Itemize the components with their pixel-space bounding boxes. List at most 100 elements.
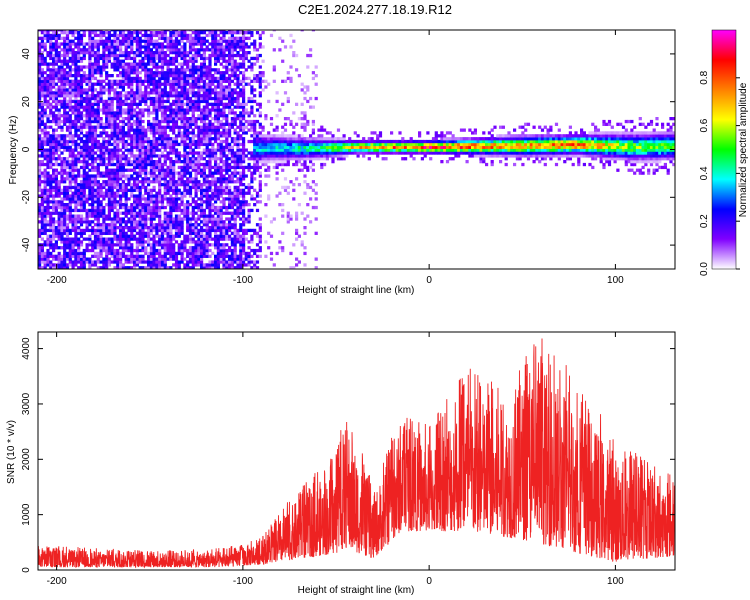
heatmap-cell (222, 76, 226, 81)
heatmap-cell (63, 217, 67, 221)
heatmap-cell (93, 131, 98, 135)
heatmap-cell (147, 71, 151, 75)
heatmap-cell (43, 31, 47, 35)
heatmap-cell (77, 91, 81, 95)
heatmap-cell (144, 65, 148, 69)
heatmap-cell (113, 36, 117, 40)
heatmap-cell (52, 42, 56, 46)
heatmap-cell (138, 79, 142, 83)
heatmap-cell (54, 162, 58, 167)
heatmap-cell (214, 151, 218, 155)
heatmap-cell (183, 185, 187, 190)
heatmap-cell (152, 197, 156, 201)
heatmap-cell (79, 223, 84, 227)
heatmap-cell (188, 251, 193, 256)
heatmap-cell (93, 260, 98, 264)
heatmap-cell (177, 85, 181, 89)
heatmap-cell (242, 53, 246, 58)
heatmap-cell (99, 237, 103, 241)
heatmap-cell (46, 142, 50, 147)
heatmap-cell (163, 205, 167, 210)
heatmap-cell (144, 102, 148, 106)
heatmap-cell (147, 137, 151, 141)
heatmap-cell (152, 134, 156, 138)
heatmap-cell (54, 102, 58, 106)
heatmap-cell (52, 36, 56, 40)
heatmap-cell (52, 194, 56, 198)
heatmap-cell (46, 117, 50, 121)
heatmap-cell (68, 148, 72, 152)
heatmap-cell (208, 68, 212, 72)
heatmap-cell (141, 82, 145, 86)
heatmap-cell (194, 180, 198, 184)
heatmap-cell (85, 96, 89, 101)
heatmap-cell (116, 185, 120, 190)
heatmap-cell (79, 114, 84, 118)
heatmap-cell (46, 180, 50, 184)
heatmap-cell (79, 151, 84, 155)
heatmap-cell (228, 31, 232, 35)
heatmap-cell (183, 51, 187, 55)
heatmap-cell (233, 99, 237, 104)
heatmap-cell (133, 108, 137, 112)
heatmap-cell (163, 82, 167, 86)
heatmap-cell (99, 108, 103, 112)
heatmap-cell (88, 177, 92, 181)
heatmap-cell (60, 105, 64, 109)
heatmap-cell (65, 33, 70, 38)
heatmap-cell (65, 65, 70, 69)
heatmap-cell (222, 71, 226, 75)
heatmap-cell (74, 53, 78, 58)
heatmap-cell (40, 68, 44, 72)
heatmap-cell (197, 251, 201, 256)
heatmap-cell (138, 200, 142, 204)
heatmap-cell (152, 128, 156, 132)
heatmap-cell (113, 231, 117, 235)
heatmap-cell (65, 263, 70, 267)
heatmap-cell (127, 197, 131, 201)
heatmap-cell (68, 68, 72, 72)
heatmap-cell (214, 191, 218, 195)
heatmap-cell (149, 42, 153, 46)
heatmap-cell (74, 117, 78, 121)
heatmap-cell (219, 131, 223, 135)
heatmap-cell (230, 48, 234, 52)
heatmap-cell (124, 53, 128, 58)
heatmap-cell (205, 105, 209, 109)
heatmap-cell (186, 30, 190, 32)
heatmap-cell (54, 99, 58, 104)
heatmap-cell (239, 56, 243, 61)
heatmap-cell (85, 197, 89, 201)
heatmap-cell (188, 45, 193, 49)
heatmap-cell (54, 185, 58, 190)
heatmap-cell (93, 139, 98, 144)
heatmap-cell (233, 160, 237, 164)
heatmap-cell (188, 122, 193, 126)
heatmap-cell (43, 197, 47, 201)
heatmap-cell (88, 148, 92, 152)
heatmap-cell (107, 180, 111, 184)
heatmap-cell (211, 228, 215, 233)
heatmap-cell (38, 79, 42, 83)
heatmap-cell (239, 36, 243, 40)
heatmap-cell (43, 226, 47, 230)
heatmap-cell (138, 51, 142, 55)
heatmap-cell (186, 74, 190, 78)
heatmap-cell (239, 128, 243, 132)
heatmap-cell (174, 36, 179, 40)
heatmap-cell (107, 243, 111, 247)
heatmap-cell (200, 154, 204, 158)
heatmap-cell (88, 180, 92, 184)
heatmap-cell (77, 168, 81, 172)
heatmap-cell (183, 214, 187, 218)
heatmap-cell (135, 96, 139, 101)
heatmap-cell (71, 240, 75, 244)
heatmap-cell (138, 36, 142, 40)
heatmap-cell (46, 91, 50, 95)
heatmap-cell (225, 263, 229, 267)
heatmap-cell (127, 243, 131, 247)
heatmap-cell (105, 125, 109, 129)
heatmap-cell (169, 231, 173, 235)
heatmap-cell (68, 99, 72, 104)
heatmap-cell (194, 134, 198, 138)
